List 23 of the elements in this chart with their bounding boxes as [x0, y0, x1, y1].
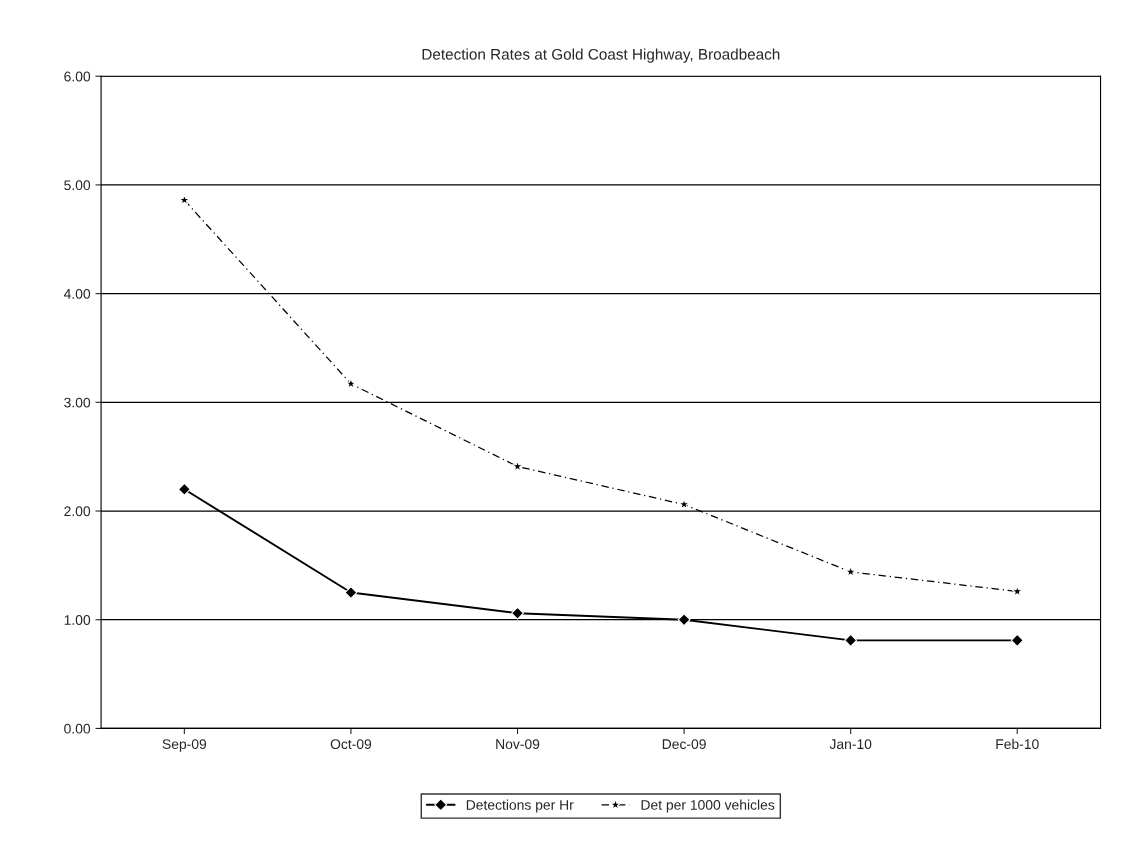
- x-tick-label: Nov-09: [496, 739, 540, 750]
- y-tick-label: 2.00: [64, 506, 91, 517]
- legend-label: Detections per Hr: [466, 799, 574, 813]
- point: [844, 633, 858, 647]
- point: [344, 586, 358, 599]
- point: [177, 482, 191, 496]
- y-tick-label: 1.00: [64, 615, 91, 625]
- x-tick-label: Feb-10: [996, 738, 1039, 750]
- x-tick-label: Sep-09: [162, 739, 207, 752]
- point: [1010, 633, 1024, 647]
- point: [677, 613, 691, 627]
- chart-title: Detection Rates at Gold Coast Highway, Broadbeach: [422, 48, 780, 63]
- y-tick-label: 4.00: [63, 288, 91, 299]
- y-tick-label: 6.00: [64, 71, 91, 82]
- x-tick-label: Jan-10: [829, 739, 872, 750]
- x-tick-label: Dec-09: [662, 739, 706, 750]
- y-tick-label: 0.00: [64, 723, 91, 734]
- point: [511, 606, 524, 620]
- x-tick-label: Oct-09: [330, 739, 372, 750]
- y-tick-label: 3.00: [64, 397, 91, 408]
- y-tick-label: 5.00: [64, 180, 91, 191]
- legend-label: Det per 1000 vehicles: [641, 799, 775, 813]
- point: [678, 498, 690, 510]
